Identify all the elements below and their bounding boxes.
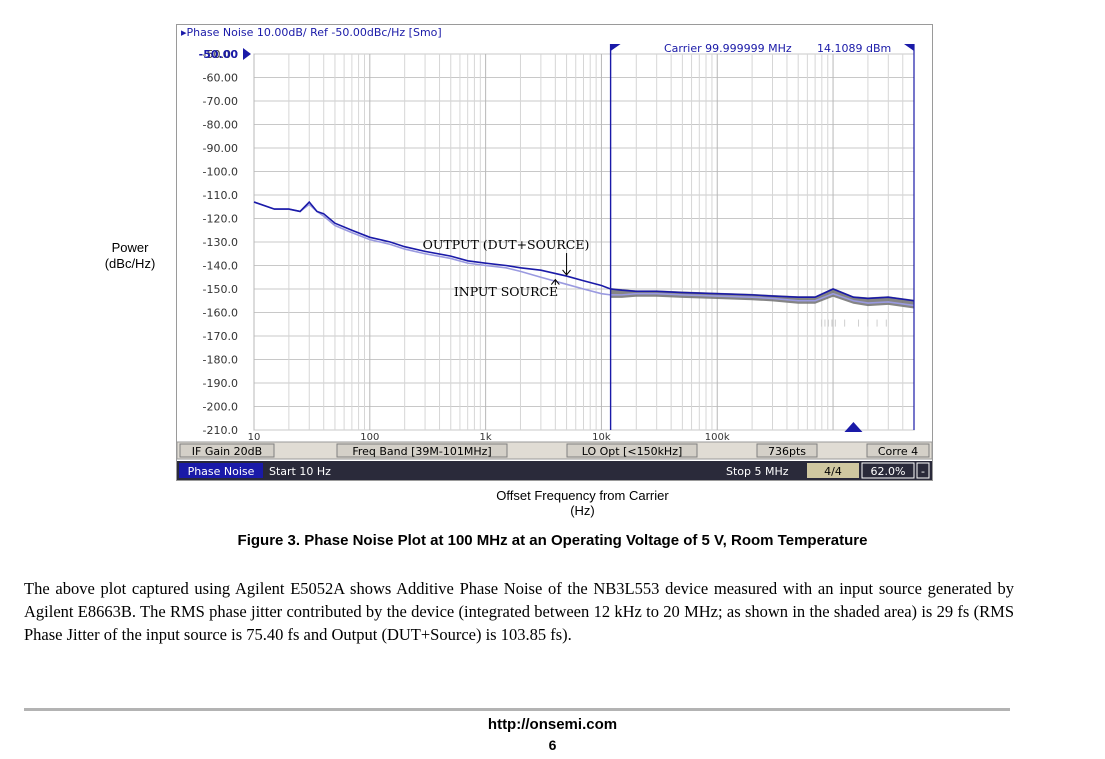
- dash-cell: [916, 462, 930, 479]
- mode-label: Phase Noise: [188, 465, 255, 478]
- status-cell: [566, 443, 698, 458]
- y-tick-label: -100.0: [203, 166, 238, 179]
- footer-divider: [24, 708, 1010, 711]
- body-paragraph: The above plot captured using Agilent E5…: [24, 579, 1014, 644]
- y-axis-label-line1: Power: [111, 240, 149, 255]
- y-tick-label: -160.0: [203, 307, 238, 320]
- x-axis-label-line2: (Hz): [570, 503, 595, 518]
- y-tick-label: -170.0: [203, 330, 238, 343]
- x-axis-label: Offset Frequency from Carrier (Hz): [176, 488, 989, 518]
- stop-frequency: Stop 5 MHz: [726, 465, 789, 478]
- y-tick-label: -110.0: [203, 189, 238, 202]
- series-line-input-source: [253, 201, 915, 307]
- dash-label: -: [921, 465, 925, 478]
- phase-noise-chart: ▸Phase Noise 10.00dB/ Ref -50.00dBc/Hz […: [176, 25, 933, 480]
- phase-noise-instrument-display: ▸Phase Noise 10.00dB/ Ref -50.00dBc/Hz […: [176, 24, 933, 481]
- marker-flag: [610, 44, 621, 51]
- annotation-arrow-head: [562, 269, 571, 276]
- page-number: 6: [548, 737, 557, 753]
- avg-cell: [807, 463, 859, 478]
- x-tick-label: 10k: [592, 432, 611, 443]
- y-tick-label: -200.0: [203, 401, 238, 414]
- footer-url: http://onsemi.com: [487, 716, 618, 733]
- x-tick-label: 100k: [705, 432, 730, 443]
- y-tick-label: -120.0: [203, 213, 238, 226]
- status-cell: [756, 443, 818, 458]
- bottom-marker-triangle: [844, 422, 863, 432]
- x-tick-label: 1k: [480, 432, 492, 443]
- avg-count: 4/4: [824, 465, 842, 478]
- y-tick-label: -180.0: [203, 354, 238, 367]
- status-cell-text: Freq Band [39M-101MHz]: [352, 445, 491, 458]
- y-axis-label-line2: (dBc/Hz): [104, 256, 156, 271]
- series-line-output: [253, 200, 915, 302]
- y-tick-label: -80.00: [203, 119, 238, 132]
- x-tick-label: 10: [248, 432, 261, 443]
- status-cell-text: IF Gain 20dB: [192, 445, 262, 458]
- mode-tab: [179, 463, 263, 478]
- y-tick-label: -210.0: [203, 424, 238, 437]
- status-cell-text: 736pts: [768, 445, 806, 458]
- ref-level-label: -50.00: [199, 48, 239, 61]
- annotation-input: INPUT SOURCE: [454, 284, 558, 299]
- status-cell-text: Corre 4: [878, 445, 918, 458]
- y-tick-label: -90.00: [203, 142, 238, 155]
- right-marker-flag: [904, 44, 914, 51]
- percent-cell: [861, 462, 915, 479]
- percent-value: 62.0%: [871, 465, 906, 478]
- annotation-output: OUTPUT (DUT+SOURCE): [423, 237, 590, 252]
- status-bar: [176, 441, 933, 460]
- y-tick-label: -70.00: [203, 95, 238, 108]
- y-tick-label: -140.0: [203, 260, 238, 273]
- y-tick-label: -50.00: [203, 48, 238, 61]
- title-bar: [177, 25, 932, 38]
- carrier-frequency: Carrier 99.999999 MHz: [664, 42, 792, 55]
- x-tick-label: 100: [360, 432, 379, 443]
- bottom-bar: [177, 461, 932, 480]
- carrier-power: 14.1089 dBm: [817, 42, 891, 55]
- y-tick-label: -60.00: [203, 72, 238, 85]
- status-cell: [866, 443, 930, 458]
- status-cell-text: LO Opt [<150kHz]: [582, 445, 683, 458]
- status-cell: [336, 443, 508, 458]
- y-tick-label: -130.0: [203, 236, 238, 249]
- figure-caption: Figure 3. Phase Noise Plot at 100 MHz at…: [237, 532, 868, 549]
- x-axis-label-line1: Offset Frequency from Carrier: [496, 488, 669, 503]
- start-frequency: Start 10 Hz: [269, 465, 331, 478]
- status-cell: [179, 443, 275, 458]
- annotation-arrow-head: [550, 278, 560, 285]
- y-axis-label: Power (dBc/Hz): [98, 240, 162, 272]
- chart-title: ▸Phase Noise 10.00dB/ Ref -50.00dBc/Hz […: [181, 26, 442, 39]
- y-tick-label: -150.0: [203, 283, 238, 296]
- ref-level-arrow: [243, 48, 251, 60]
- y-tick-label: -190.0: [203, 377, 238, 390]
